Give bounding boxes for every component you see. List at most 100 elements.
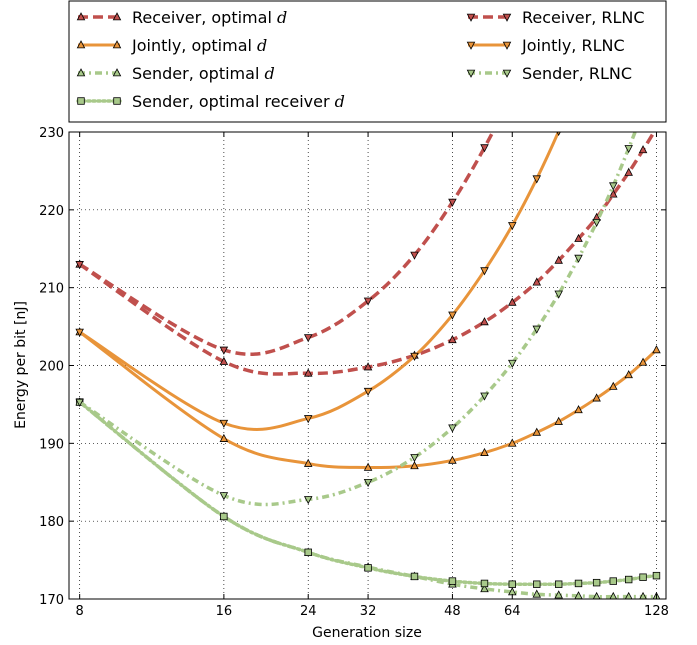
data-point [639, 591, 647, 599]
series-line [78, 400, 657, 599]
series-layer [75, 132, 661, 599]
data-point [219, 433, 229, 442]
legend-marker [77, 97, 85, 105]
data-point [592, 219, 601, 228]
data-point [448, 455, 457, 464]
y-tick-label: 190 [39, 437, 64, 452]
legend-label: Sender, RLNC [522, 64, 632, 83]
data-point [480, 267, 489, 276]
data-point [219, 356, 229, 365]
data-point [609, 381, 618, 390]
legend-label: Jointly, optimal d [131, 36, 267, 55]
data-point [363, 387, 373, 397]
data-point [480, 144, 489, 153]
data-point [556, 132, 561, 137]
legend-item: Jointly, RLNC [466, 36, 625, 55]
data-point [480, 317, 489, 326]
data-point [574, 405, 583, 414]
data-point [624, 145, 633, 154]
legend-marker [112, 68, 122, 77]
data-point [638, 357, 648, 366]
data-point [303, 415, 313, 424]
data-point [624, 591, 633, 599]
data-point [448, 198, 457, 207]
data-point [554, 416, 563, 425]
data-point [410, 251, 419, 260]
data-point [508, 359, 517, 368]
x-tick-label: 24 [300, 604, 317, 619]
legend-item: Receiver, optimal d [76, 8, 287, 27]
legend-marker [113, 97, 121, 105]
legend-item: Sender, RLNC [466, 64, 632, 83]
data-point [532, 325, 542, 334]
legend-marker [76, 40, 86, 49]
data-point [532, 589, 542, 598]
series-4 [75, 132, 495, 356]
x-tick-label: 32 [360, 604, 377, 619]
legend-marker [112, 12, 122, 21]
data-point [303, 368, 313, 377]
data-point [220, 512, 228, 521]
data-point [609, 182, 618, 191]
data-point [508, 222, 517, 231]
y-tick-label: 170 [39, 593, 64, 608]
data-point [480, 584, 489, 593]
x-axis-title: Generation size [312, 625, 422, 641]
data-point [574, 579, 583, 588]
legend-marker [112, 40, 122, 49]
data-point [75, 261, 84, 270]
data-point [448, 424, 457, 433]
data-point [303, 334, 313, 343]
legend-marker [76, 68, 86, 77]
legend-label: Jointly, RLNC [521, 36, 625, 55]
data-point [592, 393, 601, 402]
data-point [480, 447, 489, 456]
series-5 [75, 132, 561, 431]
data-point [624, 575, 633, 584]
legend-marker [76, 12, 86, 21]
series-3 [75, 398, 661, 588]
data-point [532, 277, 542, 286]
data-point [480, 392, 489, 401]
legend-label: Sender, optimal d [132, 64, 275, 83]
x-tick-label: 8 [76, 604, 84, 619]
y-tick-label: 230 [39, 126, 64, 141]
data-point [448, 334, 457, 344]
legend-marker [502, 13, 512, 22]
legend-marker [502, 69, 512, 78]
data-point [364, 564, 372, 572]
data-point [624, 167, 633, 176]
y-tick-label: 200 [39, 360, 64, 375]
data-point [652, 571, 661, 580]
data-point [554, 290, 563, 299]
data-point [574, 233, 583, 242]
data-point [219, 346, 229, 355]
data-point [639, 573, 647, 581]
y-axis-title: Energy per bit [nJ] [13, 301, 29, 429]
legend-marker [466, 13, 476, 22]
data-point [652, 345, 661, 354]
x-tick-label: 128 [644, 604, 669, 619]
data-point [363, 462, 373, 471]
data-point [304, 548, 312, 556]
legend-marker [466, 69, 476, 78]
data-point [363, 362, 373, 371]
data-point [508, 438, 517, 447]
data-point [609, 189, 618, 198]
data-point [624, 370, 633, 379]
data-point [75, 398, 84, 407]
legend-box [68, 0, 667, 123]
data-point [75, 328, 84, 337]
data-point [554, 590, 563, 599]
data-point [410, 352, 419, 361]
y-tick-label: 210 [39, 282, 64, 297]
y-tick-label: 180 [39, 515, 64, 530]
x-tick-label: 64 [504, 604, 521, 619]
legend-label: Receiver, RLNC [522, 8, 645, 27]
data-point [532, 427, 542, 436]
legend-marker [466, 41, 476, 50]
x-tick-label: 16 [216, 604, 233, 619]
legend-label: Receiver, optimal d [132, 8, 287, 27]
data-point [554, 255, 563, 264]
